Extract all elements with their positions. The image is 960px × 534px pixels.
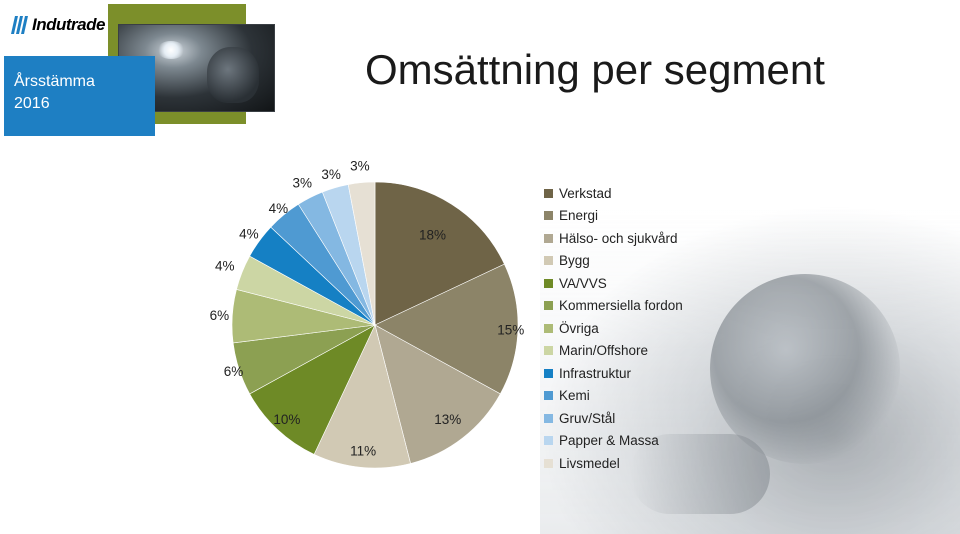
spark-highlight <box>157 41 185 59</box>
welding-mask-shape <box>207 47 259 103</box>
welder-helmet-shape <box>710 274 900 464</box>
legend-label: Energi <box>559 208 599 224</box>
legend-swatch <box>544 188 553 198</box>
data-label-va-vvs: 10% <box>273 412 300 427</box>
legend-label: Infrastruktur <box>559 365 632 381</box>
pie-slice-va-vvs <box>249 324 376 455</box>
data-label-bygg: 11% <box>350 443 376 458</box>
legend-swatch <box>544 233 553 243</box>
legend-label: Marin/Offshore <box>559 343 649 359</box>
pie-slice-verkstad <box>374 181 505 326</box>
legend-swatch <box>544 436 553 446</box>
pie-slice-bygg <box>313 324 411 469</box>
pie-chart: 18% 15% 13% 11% 10% 6% 6% 4% 4% 4% 3% 3% 3% <box>210 160 524 469</box>
legend-label: Gruv/Stål <box>559 410 616 426</box>
meeting-label-line1: Årsstämma <box>14 73 95 90</box>
legend-item-gruv-st-l: Gruv/Stål <box>544 407 683 430</box>
legend-item-papper-massa: Papper & Massa <box>544 430 683 453</box>
legend-label: Kommersiella fordon <box>559 298 683 314</box>
legend-swatch <box>544 391 553 401</box>
legend-label: Bygg <box>559 253 590 269</box>
legend-item-kommersiella-fordon: Kommersiella fordon <box>544 295 683 318</box>
legend-item-energi: Energi <box>544 205 683 228</box>
pie-slice-energi <box>374 263 519 395</box>
pie-slice-h-lso-och-sjukv-rd <box>374 324 501 464</box>
legend-label: VA/VVS <box>559 275 607 291</box>
legend-label: Kemi <box>559 388 590 404</box>
data-label-h-lso-och-sjukv-rd: 13% <box>434 412 461 427</box>
legend-label: Livsmedel <box>559 455 620 471</box>
meeting-badge: Årsstämma 2016 <box>4 56 155 136</box>
background-photo <box>540 204 960 534</box>
data-label-verkstad: 18% <box>419 227 446 242</box>
legend-label: Övriga <box>559 320 599 336</box>
legend-item-kemi: Kemi <box>544 385 683 408</box>
data-label-infrastruktur: 4% <box>239 226 259 241</box>
legend-item-livsmedel: Livsmedel <box>544 452 683 475</box>
legend-swatch <box>544 211 553 221</box>
brand-logo: Indutrade <box>8 14 105 36</box>
chart-legend: Verkstad Energi Hälso- och sjukvård Bygg VA/… <box>544 182 683 475</box>
welder-arm-shape <box>630 434 770 514</box>
legend-item-infrastruktur: Infrastruktur <box>544 362 683 385</box>
meeting-label-year: 2016 <box>14 95 50 112</box>
legend-swatch <box>544 413 553 423</box>
meeting-label: Årsstämma 2016 <box>14 71 154 115</box>
legend-swatch <box>544 278 553 288</box>
legend-item-marin-offshore: Marin/Offshore <box>544 340 683 363</box>
legend-label: Verkstad <box>559 185 612 201</box>
legend-item-verkstad: Verkstad <box>544 182 683 205</box>
data-label-marin-offshore: 4% <box>215 259 235 274</box>
data-label-livsmedel: 3% <box>350 160 370 174</box>
legend-swatch <box>544 256 553 266</box>
legend-swatch <box>544 301 553 311</box>
data-label-energi: 15% <box>497 322 524 337</box>
legend-swatch <box>544 458 553 468</box>
legend-label: Hälso- och sjukvård <box>559 230 678 246</box>
data-label-kemi: 4% <box>269 201 289 216</box>
data-label-papper-massa: 3% <box>321 167 341 182</box>
legend-item-h-lso-och-sjukv-rd: Hälso- och sjukvård <box>544 227 683 250</box>
data-label-vriga: 6% <box>210 308 230 323</box>
indutrade-logo-icon <box>11 16 28 34</box>
page-title: Omsättning per segment <box>365 46 825 93</box>
legend-item-vriga: Övriga <box>544 317 683 340</box>
pie-slice-livsmedel <box>347 181 376 326</box>
brand-name: Indutrade <box>32 15 105 34</box>
legend-item-va-vvs: VA/VVS <box>544 272 683 295</box>
legend-item-bygg: Bygg <box>544 250 683 273</box>
legend-swatch <box>544 346 553 356</box>
data-label-gruv-st-l: 3% <box>293 175 313 190</box>
data-label-kommersiella-fordon: 6% <box>224 364 244 379</box>
legend-swatch <box>544 368 553 378</box>
legend-label: Papper & Massa <box>559 433 659 449</box>
legend-swatch <box>544 323 553 333</box>
